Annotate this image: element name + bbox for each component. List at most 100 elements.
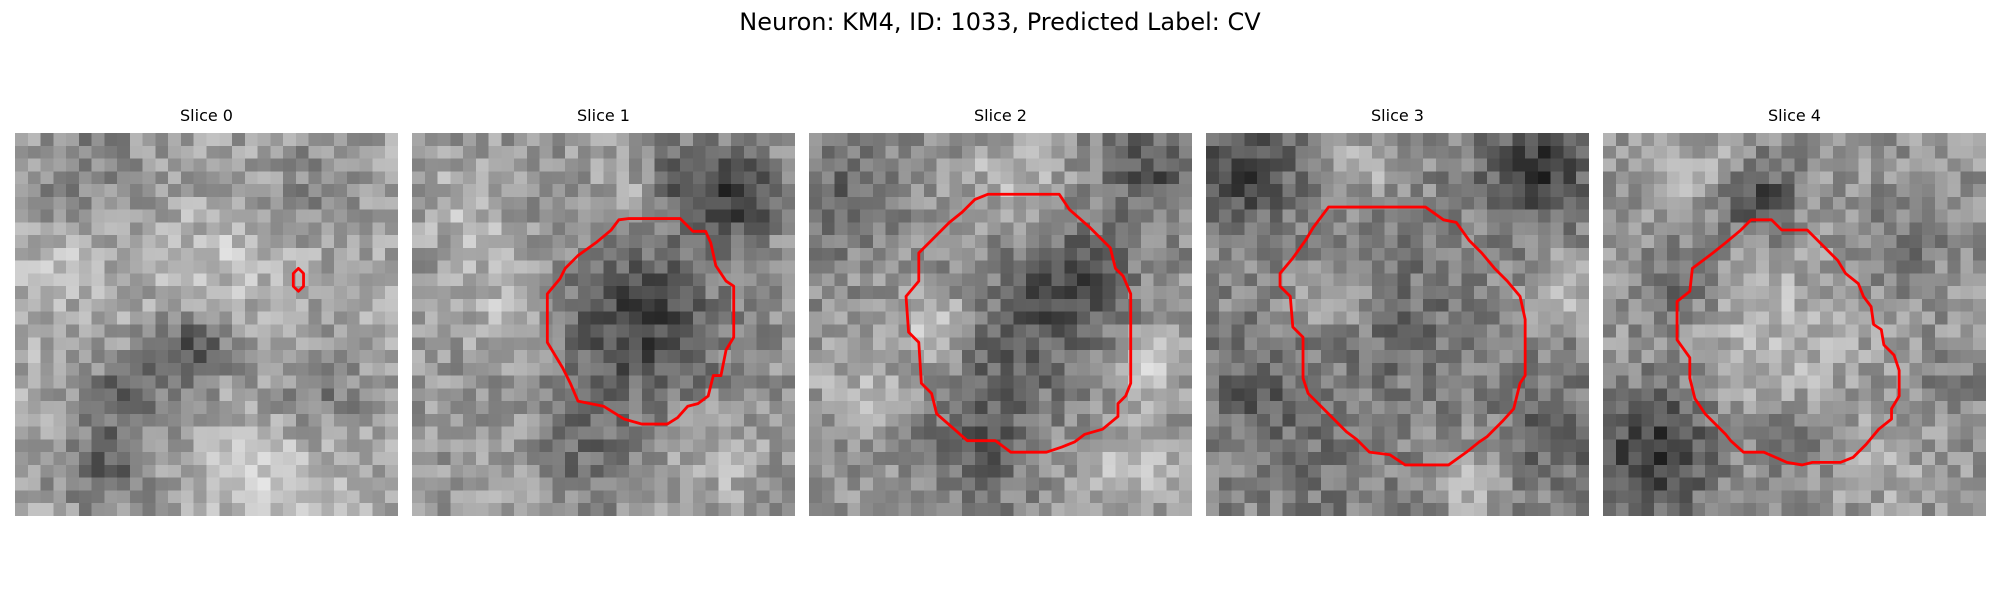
pixel-cell	[1525, 298, 1539, 312]
pixel-cell	[1474, 464, 1488, 478]
pixel-cell	[1934, 337, 1948, 351]
pixel-cell	[821, 273, 835, 287]
pixel-cell	[15, 452, 29, 466]
pixel-cell	[1525, 209, 1539, 223]
pixel-cell	[1909, 452, 1923, 466]
pixel-cell	[654, 158, 668, 172]
pixel-cell	[475, 222, 489, 236]
pixel-cell	[756, 490, 770, 504]
pixel-cell	[1576, 260, 1589, 274]
pixel-cell	[1166, 286, 1180, 300]
pixel-cell	[949, 503, 963, 516]
pixel-cell	[424, 324, 438, 338]
pixel-cell	[629, 337, 643, 351]
pixel-cell	[142, 375, 156, 389]
pixel-cell	[1013, 273, 1027, 287]
pixel-cell	[1628, 490, 1642, 504]
pixel-cell	[654, 260, 668, 274]
pixel-cell	[1512, 247, 1526, 261]
pixel-cell	[206, 273, 220, 287]
pixel-cell	[1794, 375, 1808, 389]
pixel-cell	[1820, 324, 1834, 338]
pixel-cell	[809, 477, 823, 491]
pixel-cell	[1896, 439, 1910, 453]
pixel-cell	[1730, 171, 1744, 185]
pixel-cell	[1563, 196, 1577, 210]
pixel-cell	[321, 235, 335, 249]
pixel-cell	[821, 439, 835, 453]
pixel-cell	[821, 171, 835, 185]
pixel-cell	[911, 184, 925, 198]
pixel-cell	[974, 247, 988, 261]
pixel-cell	[1525, 171, 1539, 185]
pixel-cell	[168, 362, 182, 376]
pixel-cell	[1244, 133, 1258, 147]
pixel-cell	[885, 452, 899, 466]
pixel-cell	[1499, 298, 1513, 312]
pixel-cell	[1346, 439, 1360, 453]
pixel-cell	[1537, 324, 1551, 338]
pixel-cell	[1435, 362, 1449, 376]
pixel-cell	[949, 247, 963, 261]
pixel-cell	[1295, 503, 1309, 516]
pixel-cell	[1743, 158, 1757, 172]
pixel-cell	[1896, 286, 1910, 300]
pixel-cell	[667, 426, 681, 440]
pixel-cell	[1615, 222, 1629, 236]
pixel-cell	[821, 477, 835, 491]
pixel-cell	[142, 196, 156, 210]
pixel-cell	[40, 324, 54, 338]
pixel-cell	[936, 477, 950, 491]
pixel-cell	[1781, 490, 1795, 504]
pixel-cell	[1730, 503, 1744, 516]
pixel-cell	[1179, 477, 1192, 491]
pixel-cell	[15, 184, 29, 198]
pixel-cell	[743, 133, 757, 147]
pixel-cell	[1115, 439, 1129, 453]
pixel-cell	[1832, 426, 1846, 440]
pixel-cell	[1960, 413, 1974, 427]
pixel-cell	[1909, 196, 1923, 210]
pixel-cell	[809, 439, 823, 453]
pixel-cell	[206, 235, 220, 249]
pixel-cell	[680, 222, 694, 236]
pixel-cell	[15, 337, 29, 351]
pixel-cell	[372, 477, 386, 491]
pixel-cell	[860, 362, 874, 376]
pixel-cell	[680, 477, 694, 491]
pixel-cell	[308, 324, 322, 338]
pixel-cell	[641, 503, 655, 516]
pixel-cell	[1064, 362, 1078, 376]
pixel-cell	[1641, 260, 1655, 274]
pixel-cell	[1794, 158, 1808, 172]
pixel-cell	[1576, 401, 1589, 415]
pixel-cell	[244, 426, 258, 440]
pixel-cell	[1679, 158, 1693, 172]
pixel-cell	[475, 158, 489, 172]
pixel-cell	[1397, 260, 1411, 274]
pixel-cell	[257, 273, 271, 287]
pixel-cell	[743, 490, 757, 504]
pixel-cell	[590, 209, 604, 223]
pixel-cell	[168, 375, 182, 389]
pixel-cell	[129, 273, 143, 287]
pixel-cell	[743, 375, 757, 389]
pixel-cell	[1807, 490, 1821, 504]
pixel-cell	[1743, 337, 1757, 351]
pixel-cell	[1269, 133, 1283, 147]
pixel-cell	[1295, 209, 1309, 223]
pixel-cell	[168, 286, 182, 300]
pixel-cell	[1922, 490, 1936, 504]
pixel-cell	[962, 133, 976, 147]
pixel-cell	[654, 209, 668, 223]
pixel-cell	[1654, 145, 1668, 159]
pixel-cell	[1756, 260, 1770, 274]
pixel-cell	[1435, 350, 1449, 364]
pixel-cell	[1820, 426, 1834, 440]
pixel-cell	[244, 401, 258, 415]
pixel-cell	[1947, 490, 1961, 504]
pixel-cell	[1064, 413, 1078, 427]
pixel-cell	[66, 477, 80, 491]
pixel-cell	[1512, 477, 1526, 491]
pixel-cell	[1320, 362, 1334, 376]
